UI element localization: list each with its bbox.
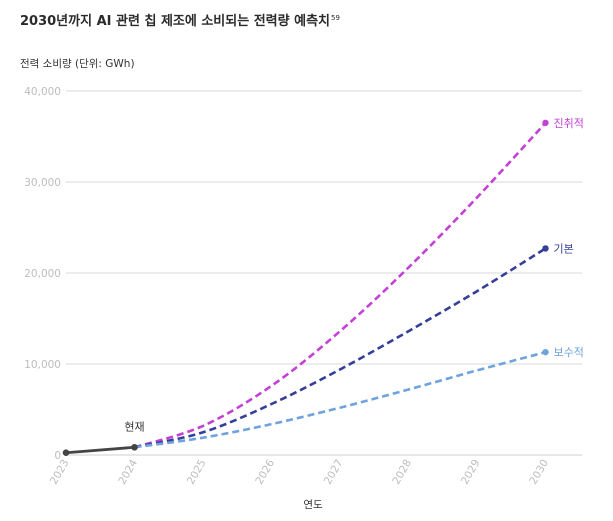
y-tick-label: 10,000 <box>24 359 61 371</box>
series-end-point <box>542 119 549 127</box>
y-tick-label: 30,000 <box>24 177 61 189</box>
x-tick-label: 2024 <box>116 457 140 486</box>
x-tick-label: 2027 <box>322 458 346 487</box>
series-line <box>134 247 547 449</box>
series-line <box>134 122 547 449</box>
x-tick-label: 2023 <box>48 458 72 487</box>
x-tick-label: 2030 <box>527 458 551 487</box>
series-label: 진취적 <box>554 117 584 130</box>
grid-layer <box>66 90 582 456</box>
y-tick-label: 0 <box>54 450 61 462</box>
x-tick-label: 2028 <box>390 458 414 487</box>
series-label: 보수적 <box>554 346 584 359</box>
x-axis-title: 연도 <box>303 499 323 511</box>
axis-layer: 0 10,000 20,000 30,000 40,000 2023 2024 2025 202… <box>24 86 551 487</box>
series-end-point <box>542 348 549 356</box>
y-axis-unit-label: 전력 소비량 (단위: GWh) <box>20 58 135 70</box>
current-annotation: 현재 <box>124 420 144 433</box>
y-tick-label: 40,000 <box>24 86 61 98</box>
series-layer <box>62 119 549 457</box>
chart-title: 2030년까지 AI 관련 칩 제조에 소비되는 전력량 예측치59 <box>20 10 340 29</box>
x-tick-label: 2026 <box>253 457 277 486</box>
series-end-point <box>542 245 549 252</box>
x-tick-label: 2025 <box>185 458 209 487</box>
series-line <box>134 350 546 449</box>
actual-point <box>62 449 70 457</box>
y-tick-label: 20,000 <box>24 268 61 280</box>
chart-title-text: 2030년까지 AI 관련 칩 제조에 소비되는 전력량 예측치 <box>20 14 331 29</box>
actual-line <box>65 445 135 455</box>
actual-point <box>131 443 138 451</box>
series-label: 기본 <box>554 242 574 255</box>
chart-title-footnote: 59 <box>331 13 340 22</box>
x-tick-label: 2029 <box>459 458 483 487</box>
